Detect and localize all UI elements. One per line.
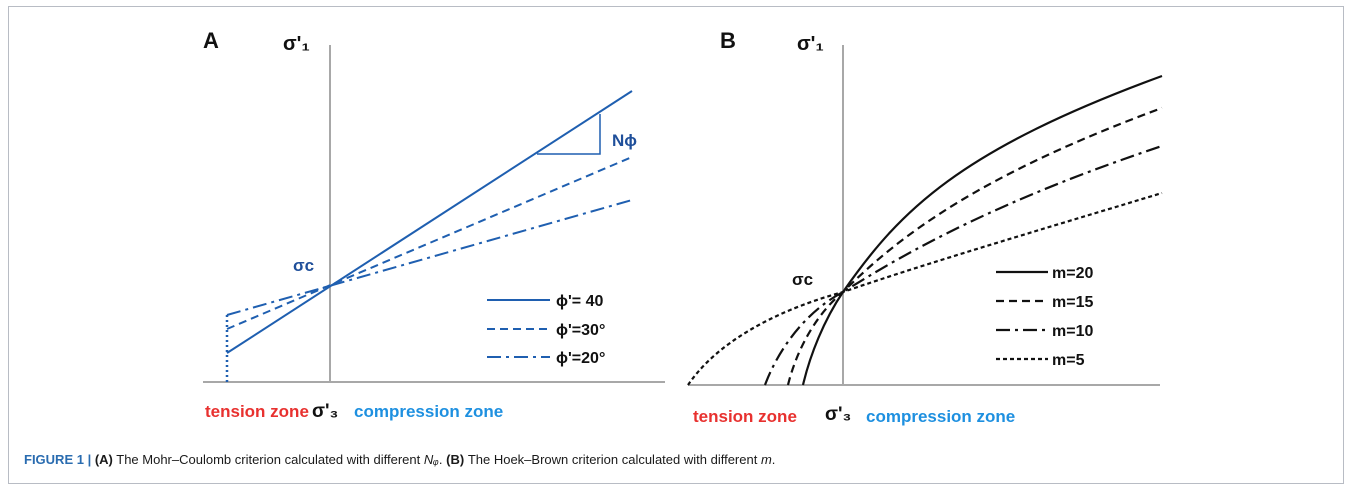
panel-a-y-axis-label: σ'₁ — [283, 33, 310, 55]
panel-b-curve-m5 — [687, 191, 1163, 386]
panel-a-legend-label-phi20: ϕ'=20° — [556, 350, 605, 367]
panel-b-legend-label-m10: m=10 — [1052, 323, 1093, 340]
caption-text-b-before: The Hoek–Brown criterion calculated with… — [464, 452, 761, 467]
panel-a-legend-label-phi40: ϕ'= 40 — [556, 293, 603, 310]
caption-figure-label: FIGURE 1 | — [24, 452, 92, 467]
caption-text-a-after: . — [438, 452, 447, 467]
caption-ref-b: (B) — [446, 452, 465, 467]
panel-a-tension-label: tension zone — [205, 402, 309, 421]
panel-b-sigma-c-label: σc — [792, 270, 813, 289]
caption-ref-a: (A) — [94, 452, 113, 467]
panel-a: Nϕ A σ'₁ σc σ'₃ tension zone compression… — [203, 28, 665, 422]
panel-b-legend-label-m20: m=20 — [1052, 265, 1093, 282]
panel-b-curve-m15 — [786, 106, 1163, 386]
panel-b-curve-m10 — [763, 144, 1163, 386]
panel-a-sigma-c-label: σc — [293, 256, 314, 275]
panel-b-tension-label: tension zone — [693, 407, 797, 426]
panel-a-legend: ϕ'= 40 ϕ'=30° ϕ'=20° — [487, 293, 605, 367]
panel-b: B σ'₁ σc σ'₃ tension zone compression zo… — [687, 28, 1163, 426]
panel-b-y-axis-label: σ'₁ — [797, 33, 824, 55]
panel-a-legend-label-phi30: ϕ'=30° — [556, 322, 605, 339]
panel-a-letter: A — [203, 28, 219, 53]
panel-b-legend-label-m5: m=5 — [1052, 352, 1085, 369]
figure-caption: FIGURE 1 | (A) The Mohr–Coulomb criterio… — [24, 452, 1324, 467]
caption-text-b-after: . — [771, 452, 776, 467]
panel-b-curve-m20 — [801, 74, 1163, 386]
panel-a-line-phi20 — [226, 199, 633, 316]
caption-symbol-a: Nᵩ — [423, 452, 439, 467]
panel-a-compression-label: compression zone — [354, 402, 503, 421]
panel-b-x-axis-label: σ'₃ — [825, 404, 851, 425]
panel-b-compression-label: compression zone — [866, 407, 1015, 426]
panel-b-legend: m=20 m=15 m=10 m=5 — [996, 265, 1093, 369]
panel-a-x-axis-label: σ'₃ — [312, 401, 338, 422]
panel-b-letter: B — [720, 28, 736, 53]
caption-text-a-before: The Mohr–Coulomb criterion calculated wi… — [112, 452, 424, 467]
caption-symbol-b: m — [760, 452, 772, 467]
panel-b-legend-label-m15: m=15 — [1052, 294, 1093, 311]
panel-a-line-phi30 — [226, 156, 633, 330]
panel-a-slope-triangle — [537, 114, 601, 155]
panel-a-slope-label: Nϕ — [612, 131, 637, 150]
panel-a-line-phi40 — [226, 90, 633, 354]
figure-frame — [8, 6, 1344, 484]
